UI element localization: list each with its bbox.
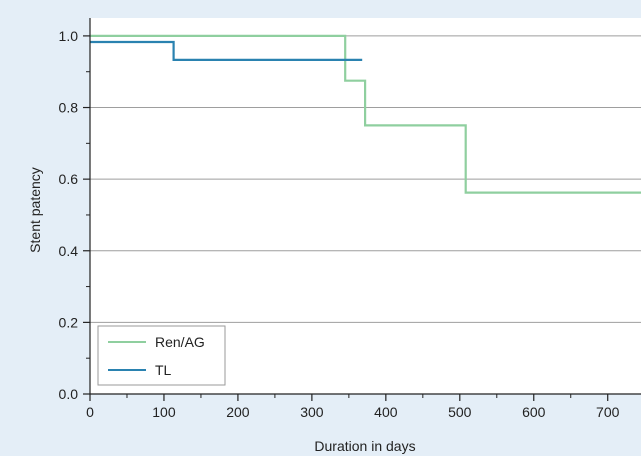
tick-labels: 0.0 0.2 0.4 0.6 0.8 1.0 0 100 200 300 400 500 600 700 [59,28,620,420]
y-tick-label: 1.0 [59,28,79,44]
legend: Ren/AG TL [97,325,226,386]
axis-ticks [83,35,609,401]
y-tick-label: 0.0 [59,386,79,402]
legend-label-tl: TL [155,362,172,378]
legend-label-ren-ag: Ren/AG [155,334,205,350]
x-axis-title: Duration in days [314,438,415,454]
x-tick-label: 600 [522,404,546,420]
y-tick-label: 0.6 [59,171,79,187]
y-tick-label: 0.2 [59,314,79,330]
series-line-ren-ag [90,34,641,194]
y-tick-label: 0.8 [59,100,79,116]
x-tick-label: 700 [596,404,620,420]
x-tick-label: 200 [226,404,250,420]
series-line-tl [90,40,363,62]
legend-box [97,325,226,386]
x-tick-label: 500 [448,404,472,420]
y-tick-label: 0.4 [59,243,79,259]
y-axis-title: Stent patency [27,167,43,253]
x-tick-label: 0 [86,404,94,420]
x-tick-label: 400 [374,404,398,420]
series-lines [90,34,641,194]
x-tick-label: 100 [152,404,176,420]
x-tick-label: 300 [300,404,324,420]
